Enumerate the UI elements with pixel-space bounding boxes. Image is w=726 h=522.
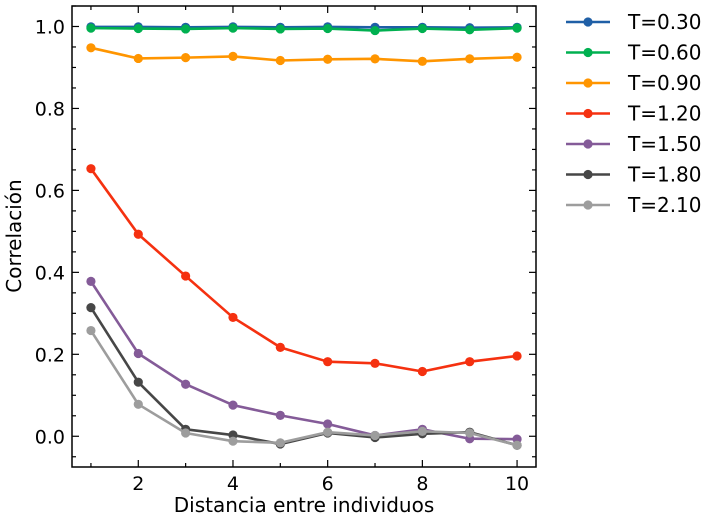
data-point (86, 24, 95, 33)
legend-marker (583, 17, 592, 26)
legend-label: T=0.90 (627, 71, 702, 95)
series-T=0.30 (86, 22, 521, 32)
data-point (323, 357, 332, 366)
legend-label: T=1.20 (627, 102, 702, 126)
data-point (228, 313, 237, 322)
legend-label: T=2.10 (627, 193, 702, 217)
data-point (323, 428, 332, 437)
series-line (91, 169, 517, 372)
data-point (134, 230, 143, 239)
data-point (181, 271, 190, 280)
data-point (181, 24, 190, 33)
legend-label: T=0.30 (627, 10, 702, 34)
data-point (512, 53, 521, 62)
legend-marker (583, 139, 592, 148)
legend-item: T=0.90 (566, 71, 702, 95)
data-point (512, 441, 521, 450)
data-point (228, 437, 237, 446)
series-T=0.90 (86, 43, 521, 66)
data-point (323, 419, 332, 428)
data-point (370, 431, 379, 440)
data-point (418, 57, 427, 66)
data-point (276, 411, 285, 420)
series-T=1.20 (86, 164, 521, 376)
series-line (91, 48, 517, 62)
data-point (323, 55, 332, 64)
y-tick-label: 0.2 (35, 344, 65, 366)
legend-item: T=1.20 (566, 102, 702, 126)
data-point (276, 56, 285, 65)
data-point (86, 326, 95, 335)
axis-ticks: 2 4 6 8 10 0.0 0.2 0.4 0.6 0.8 1.0 (35, 6, 536, 495)
x-axis-label: Distancia entre individuos (174, 493, 435, 517)
legend-marker (583, 109, 592, 118)
data-point (418, 24, 427, 33)
series-T=1.50 (86, 277, 521, 444)
data-point (134, 378, 143, 387)
x-tick-label: 6 (322, 473, 334, 495)
data-point (465, 428, 474, 437)
y-tick-label: 0.4 (35, 262, 65, 284)
y-tick-label: 0.8 (35, 98, 65, 120)
data-point (228, 52, 237, 61)
x-tick-label: 2 (132, 473, 144, 495)
data-point (512, 24, 521, 33)
legend-item: T=2.10 (566, 193, 702, 217)
data-point (465, 357, 474, 366)
data-point (181, 53, 190, 62)
data-point (181, 380, 190, 389)
data-point (86, 303, 95, 312)
data-point (228, 401, 237, 410)
data-point (86, 277, 95, 286)
data-point (86, 164, 95, 173)
data-point (134, 400, 143, 409)
legend-marker (583, 170, 592, 179)
y-tick-label: 0.6 (35, 180, 65, 202)
legend-label: T=1.50 (627, 132, 702, 156)
legend-marker (583, 200, 592, 209)
data-point (465, 54, 474, 63)
legend-item: T=0.60 (566, 41, 702, 65)
series-layer (86, 22, 521, 450)
legend: T=0.30 T=0.60 T=0.90 T=1.20 T=1.50 T=1.80 T=2.… (566, 10, 702, 217)
y-tick-label: 0.0 (35, 426, 65, 448)
series-line (91, 331, 517, 446)
data-point (228, 24, 237, 33)
legend-item: T=1.50 (566, 132, 702, 156)
data-point (276, 343, 285, 352)
data-point (181, 428, 190, 437)
data-point (418, 427, 427, 436)
data-point (276, 24, 285, 33)
y-tick-label: 1.0 (35, 16, 65, 38)
data-point (465, 25, 474, 34)
x-tick-label: 8 (416, 473, 428, 495)
data-point (512, 351, 521, 360)
data-point (370, 54, 379, 63)
data-point (134, 24, 143, 33)
series-T=1.80 (86, 303, 521, 450)
series-line (91, 28, 517, 30)
y-axis-label: Correlación (2, 179, 26, 292)
data-point (134, 54, 143, 63)
x-tick-label: 10 (505, 473, 529, 495)
data-point (134, 349, 143, 358)
data-point (370, 26, 379, 35)
data-point (86, 43, 95, 52)
legend-item: T=0.30 (566, 10, 702, 34)
data-point (323, 24, 332, 33)
data-point (370, 359, 379, 368)
series-T=2.10 (86, 326, 521, 450)
series-T=0.60 (86, 24, 521, 36)
legend-label: T=0.60 (627, 41, 702, 65)
x-tick-label: 4 (227, 473, 239, 495)
legend-marker (583, 78, 592, 87)
legend-label: T=1.80 (627, 163, 702, 187)
series-line (91, 308, 517, 446)
data-point (276, 438, 285, 447)
legend-marker (583, 48, 592, 57)
legend-item: T=1.80 (566, 163, 702, 187)
data-point (418, 367, 427, 376)
